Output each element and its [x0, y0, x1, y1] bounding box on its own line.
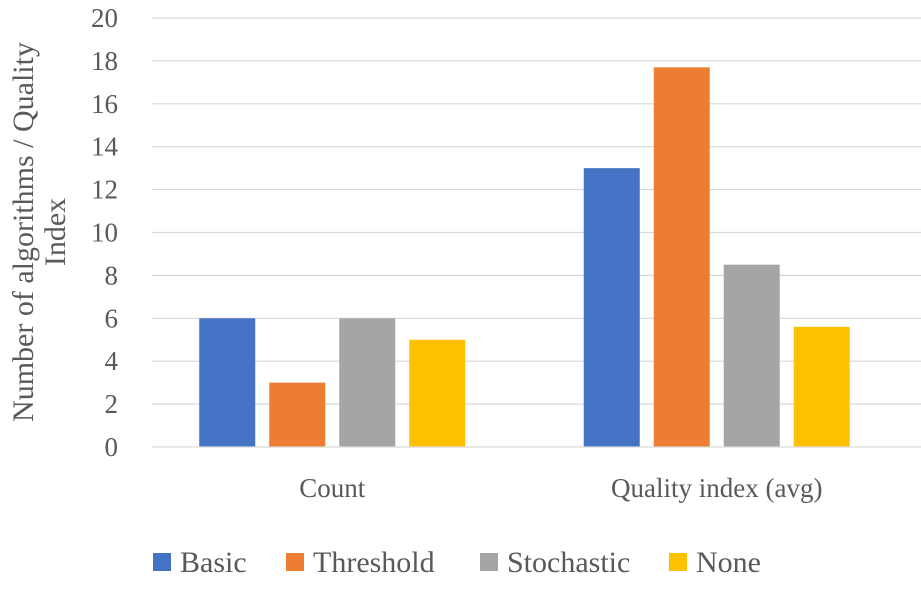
y-tick-label: 18 [91, 46, 118, 76]
y-tick-label: 14 [91, 132, 119, 162]
y-tick-label: 16 [91, 89, 118, 119]
legend-swatch-basic [153, 553, 171, 571]
bar-stochastic-1 [723, 264, 780, 447]
legend: Basic Threshold Stochastic None [153, 546, 761, 579]
legend-label-stochastic: Stochastic [507, 546, 630, 579]
y-tick-label: 6 [105, 303, 119, 333]
legend-swatch-threshold [286, 553, 304, 571]
x-tick-label: Quality index (avg) [611, 473, 822, 503]
bar-threshold-0 [269, 382, 326, 447]
x-axis-ticks: Count Quality index (avg) [299, 473, 822, 503]
bar-threshold-1 [653, 67, 710, 448]
y-tick-label: 0 [105, 432, 119, 462]
legend-swatch-none [669, 553, 687, 571]
y-tick-label: 2 [105, 389, 119, 419]
x-tick-label: Count [299, 473, 366, 503]
y-axis-ticks: 0 2 4 6 8 10 12 14 16 18 20 [91, 3, 119, 462]
y-tick-label: 4 [105, 346, 119, 376]
y-axis-label: Number of algorithms / Quality Index [7, 42, 72, 422]
legend-label-none: None [696, 546, 761, 579]
bar-stochastic-0 [339, 318, 396, 447]
gridlines [152, 17, 921, 405]
y-tick-label: 8 [105, 260, 119, 290]
y-axis-label-line: Number of algorithms / Quality [7, 42, 40, 422]
y-tick-label: 10 [91, 218, 118, 248]
bar-none-0 [409, 339, 466, 447]
bar-basic-0 [199, 318, 256, 447]
y-tick-label: 12 [91, 175, 118, 205]
legend-label-basic: Basic [180, 546, 247, 579]
bar-none-1 [793, 326, 850, 447]
legend-label-threshold: Threshold [313, 546, 435, 579]
legend-swatch-stochastic [480, 553, 498, 571]
bars [199, 67, 850, 448]
y-axis-label-line: Index [39, 198, 72, 266]
bar-basic-1 [583, 168, 640, 447]
y-tick-label: 20 [91, 3, 118, 33]
